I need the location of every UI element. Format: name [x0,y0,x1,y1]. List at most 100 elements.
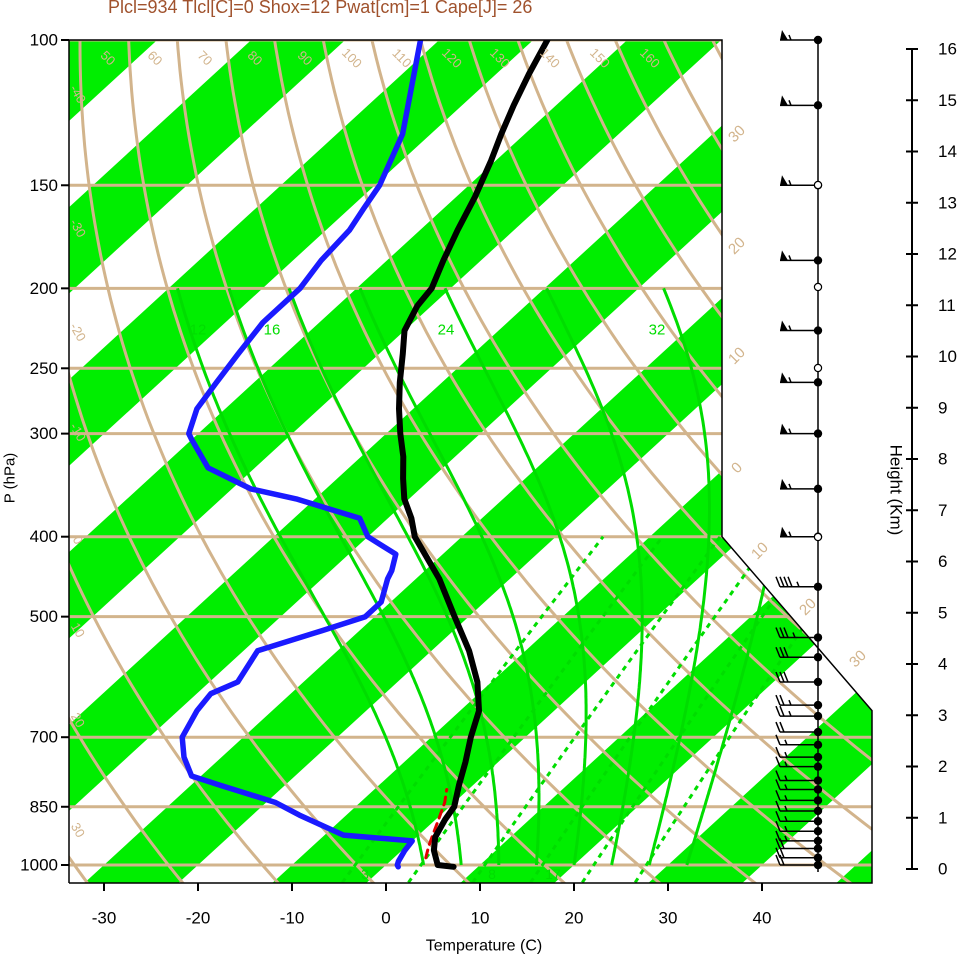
wind-barb-half [788,531,792,537]
wind-barb-half [788,179,792,186]
wind-barb [775,721,823,737]
y-tick-label: 500 [30,607,58,626]
wind-barb [775,810,823,826]
wind-barb [775,854,823,870]
mixing-ratio-line [471,535,722,883]
x-axis-label: Temperature (C) [426,938,542,955]
wind-barb-dot [813,785,823,794]
wind-barb-flag [775,671,781,683]
wind-barb-flag [775,705,781,717]
moist-adiabat-label: 16 [264,322,281,339]
isotherm-band [69,40,575,883]
wind-barb [780,250,823,265]
wind-barb-pennant [780,478,788,489]
wind-barb-half [784,835,788,842]
dry-adiabat [69,40,198,883]
moist-adiabat [176,287,426,866]
wind-barb [780,320,823,335]
wind-barb-dot [813,776,823,785]
dry-adiabat [69,40,391,883]
wind-barb-flag [775,746,781,758]
height-tick-label: 7 [938,501,947,520]
moist-adiabat [227,287,463,866]
x-tick-label: -30 [92,909,117,928]
wind-barb-flag [779,721,785,733]
wind-barb [775,734,823,750]
isotherm-label: -10 [67,420,89,444]
wind-barb-dot [813,836,823,846]
wind-barb-flag [775,810,781,822]
wind-barb-flag [775,830,781,842]
dry-adiabat [268,40,872,883]
wind-barb-half [788,483,792,490]
height-tick-label: 9 [938,398,947,417]
wind-barb-half [784,784,788,790]
dry-adiabat [457,40,872,883]
wind-barb [780,95,823,110]
wind-open-dot [813,532,823,542]
wind-barb-half [788,100,792,106]
wind-barb-half [796,581,800,588]
height-tick-label: 6 [938,552,947,571]
wind-barb-half [784,751,788,758]
wind-barb-pennant [780,372,788,383]
wind-barb-dot [813,752,823,762]
wind-barb-flag [775,854,781,866]
isotherm-edge-label: 10 [725,344,749,368]
isotherm-edge-label: 20 [796,595,820,619]
wind-barb-flag [783,671,789,683]
dry-adiabat [126,40,584,883]
wind-barb [775,671,823,687]
moist-adiabats [176,287,793,866]
isotherm-band [69,40,872,883]
wind-barb [775,576,823,591]
wind-barb [775,694,823,710]
height-tick-label: 2 [938,757,947,776]
wind-barb-half [784,795,788,801]
wind-barb-dot [813,853,823,862]
height-tick-label: 0 [938,860,947,879]
moist-adiabat [287,287,501,865]
wind-open-dot [813,180,823,190]
wind-barb-pennant [780,250,788,261]
wind-barb-half [788,255,792,261]
dry-adiabat [315,40,872,883]
dewpoint-line [179,40,424,870]
y-tick-label: 850 [30,797,58,816]
mixing-ratio-line [341,535,605,883]
isotherm-label: -40 [67,82,89,106]
wind-barb-flag [783,576,789,588]
moist-adiabat [545,287,644,866]
isotherm-edge-label: 0 [728,459,746,477]
moist-adiabat-label: 32 [649,322,666,339]
dry-adiabat-label: 70 [195,48,216,69]
temperature-line [396,40,551,870]
wind-barb [775,847,823,862]
height-tick-label: 4 [938,655,947,674]
wind-barb-flag [775,734,781,746]
isotherm-band [442,40,872,883]
moist-adiabat [647,287,711,866]
wind-barb-flag [779,646,785,658]
mixing-ratio-label: 8 [488,866,496,882]
wind-barb-flag [779,576,785,588]
isotherm-band [69,40,763,883]
wind-barb-flag [783,646,789,658]
wind-barb-dot [813,762,823,771]
wind-barb-pennant [780,320,788,331]
wind-barb-flag [775,770,781,781]
height-tick-label: 5 [938,603,947,622]
wind-barb-dot [813,677,823,687]
wind-barb-flag [775,838,781,849]
wind-barb-dot [813,740,823,750]
height-tick-label: 11 [938,296,956,315]
wind-barb-flag [775,779,781,790]
wind-barb-flag [775,847,781,859]
height-tick-label: 12 [938,245,957,264]
mixing-ratio-line [581,535,820,883]
wind-barb [780,478,823,494]
wind-barb [775,756,823,771]
wind-barb-flag [787,576,793,588]
y-tick-label: 100 [30,31,58,50]
wind-barb-flag [779,694,785,706]
